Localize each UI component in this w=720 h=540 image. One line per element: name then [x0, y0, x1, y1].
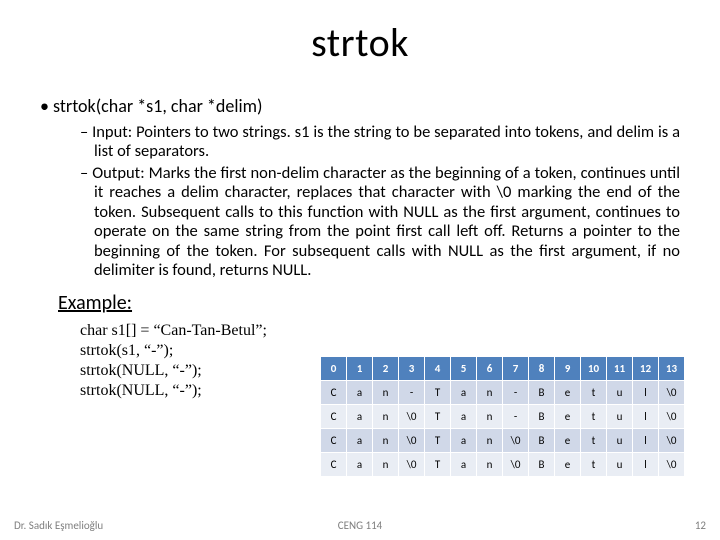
td: \0: [399, 453, 425, 477]
td: u: [607, 381, 633, 405]
td: l: [633, 381, 659, 405]
slide: strtok strtok(char *s1, char *delim) Inp…: [0, 0, 720, 540]
td: -: [399, 381, 425, 405]
table: 0 1 2 3 4 5 6 7 8 9 10 11 12 13: [320, 356, 685, 477]
table-row: Can\0Tan\0Betul\0: [321, 429, 685, 453]
strtok-table: 0 1 2 3 4 5 6 7 8 9 10 11 12 13: [320, 356, 685, 477]
input-desc: Input: Pointers to two strings. s1 is th…: [94, 123, 680, 162]
td: t: [581, 405, 607, 429]
td: \0: [659, 429, 685, 453]
td: n: [477, 453, 503, 477]
td: a: [347, 405, 373, 429]
td: u: [607, 405, 633, 429]
td: \0: [503, 453, 529, 477]
td: a: [347, 429, 373, 453]
td: \0: [659, 381, 685, 405]
td: e: [555, 429, 581, 453]
code-line: char s1[] = “Can-Tan-Betul”;: [80, 321, 680, 341]
td: a: [451, 429, 477, 453]
td: n: [477, 381, 503, 405]
table-header-row: 0 1 2 3 4 5 6 7 8 9 10 11 12 13: [321, 357, 685, 381]
td: t: [581, 429, 607, 453]
td: T: [425, 381, 451, 405]
td: l: [633, 453, 659, 477]
td: u: [607, 453, 633, 477]
th: 5: [451, 357, 477, 381]
td: a: [347, 453, 373, 477]
td: n: [373, 453, 399, 477]
th: 10: [581, 357, 607, 381]
th: 4: [425, 357, 451, 381]
td: n: [477, 429, 503, 453]
td: B: [529, 381, 555, 405]
td: \0: [399, 405, 425, 429]
th: 12: [633, 357, 659, 381]
td: t: [581, 453, 607, 477]
signature-line: strtok(char *s1, char *delim): [54, 95, 680, 117]
page-title: strtok: [40, 18, 680, 67]
th: 8: [529, 357, 555, 381]
td: e: [555, 405, 581, 429]
td: C: [321, 405, 347, 429]
table-row: Can-Tan-Betul\0: [321, 381, 685, 405]
table-row: Can\0Tan-Betul\0: [321, 405, 685, 429]
th: 0: [321, 357, 347, 381]
td: \0: [399, 429, 425, 453]
table-row: Can\0Tan\0Betul\0: [321, 453, 685, 477]
td: l: [633, 429, 659, 453]
th: 1: [347, 357, 373, 381]
td: \0: [659, 453, 685, 477]
td: l: [633, 405, 659, 429]
td: B: [529, 405, 555, 429]
output-desc: Output: Marks the first non-delim charac…: [94, 164, 680, 281]
td: t: [581, 381, 607, 405]
td: C: [321, 453, 347, 477]
td: B: [529, 453, 555, 477]
td: a: [451, 453, 477, 477]
td: n: [373, 381, 399, 405]
td: -: [503, 381, 529, 405]
td: a: [451, 405, 477, 429]
td: u: [607, 429, 633, 453]
td: -: [503, 405, 529, 429]
th: 13: [659, 357, 685, 381]
td: n: [373, 429, 399, 453]
td: C: [321, 381, 347, 405]
td: n: [477, 405, 503, 429]
footer-course: CENG 114: [0, 519, 720, 532]
example-label: Example:: [58, 291, 680, 315]
td: n: [373, 405, 399, 429]
td: T: [425, 453, 451, 477]
td: C: [321, 429, 347, 453]
th: 11: [607, 357, 633, 381]
td: T: [425, 429, 451, 453]
td: a: [347, 381, 373, 405]
th: 2: [373, 357, 399, 381]
footer-pageno: 12: [695, 519, 706, 532]
td: e: [555, 453, 581, 477]
td: B: [529, 429, 555, 453]
th: 7: [503, 357, 529, 381]
th: 6: [477, 357, 503, 381]
td: T: [425, 405, 451, 429]
td: \0: [503, 429, 529, 453]
td: a: [451, 381, 477, 405]
th: 3: [399, 357, 425, 381]
td: \0: [659, 405, 685, 429]
th: 9: [555, 357, 581, 381]
td: e: [555, 381, 581, 405]
